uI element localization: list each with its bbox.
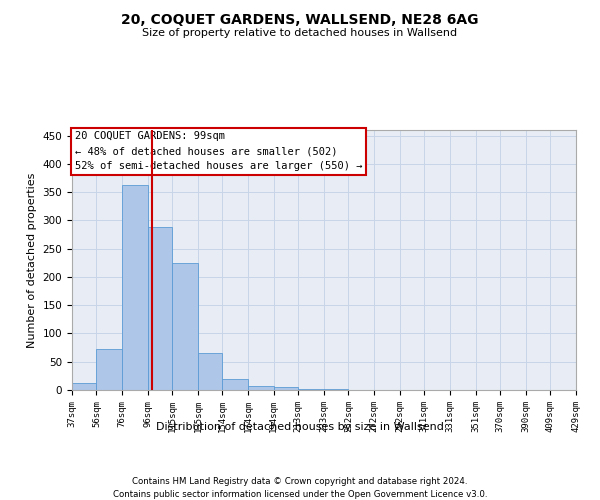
Bar (198, 354, 223, 390)
Bar (148, 227, 172, 390)
Text: Distribution of detached houses by size in Wallsend: Distribution of detached houses by size … (156, 422, 444, 432)
Text: 20 COQUET GARDENS: 99sqm
← 48% of detached houses are smaller (502)
52% of semi-: 20 COQUET GARDENS: 99sqm ← 48% of detach… (74, 132, 362, 171)
Text: Contains HM Land Registry data © Crown copyright and database right 2024.: Contains HM Land Registry data © Crown c… (132, 478, 468, 486)
Bar (223, 378, 248, 390)
Text: Size of property relative to detached houses in Wallsend: Size of property relative to detached ho… (142, 28, 458, 38)
Bar (122, 185, 148, 390)
Text: 20, COQUET GARDENS, WALLSEND, NE28 6AG: 20, COQUET GARDENS, WALLSEND, NE28 6AG (121, 12, 479, 26)
Bar (274, 387, 298, 390)
Bar (97, 348, 122, 390)
Bar (298, 389, 324, 390)
Bar (72, 383, 97, 390)
Bar (248, 386, 274, 390)
Bar (172, 263, 198, 390)
Y-axis label: Number of detached properties: Number of detached properties (27, 172, 37, 348)
Text: Contains public sector information licensed under the Open Government Licence v3: Contains public sector information licen… (113, 490, 487, 499)
